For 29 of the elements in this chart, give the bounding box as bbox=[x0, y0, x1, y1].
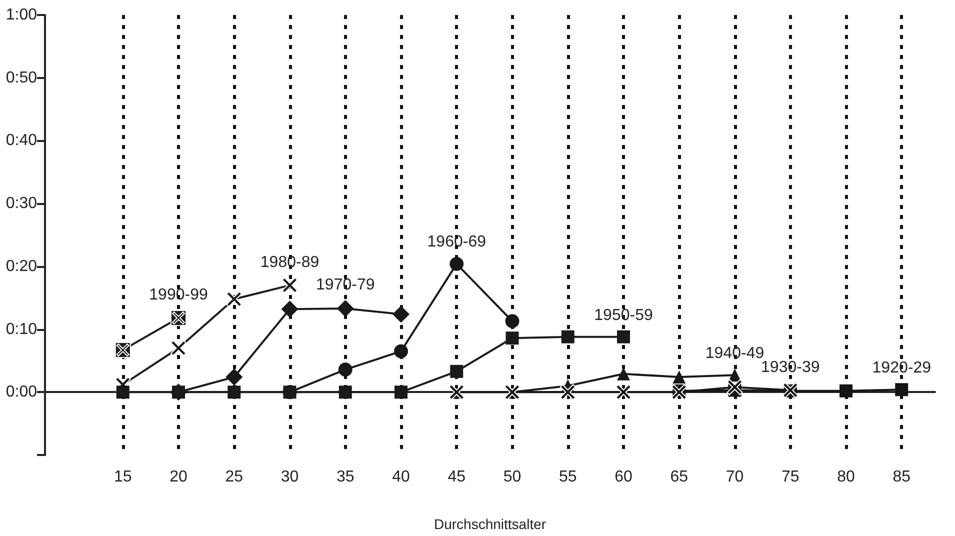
series-label: 1980-89 bbox=[260, 254, 320, 271]
x-tick-label: 25 bbox=[225, 468, 244, 486]
y-tick-label: 1:00 bbox=[6, 6, 38, 24]
x-tick-label: 40 bbox=[392, 468, 410, 486]
x-tick-label: 70 bbox=[726, 468, 744, 486]
x-tick-label: 20 bbox=[170, 468, 188, 486]
x-tick-label: 85 bbox=[892, 468, 911, 486]
series-label: 1960-69 bbox=[427, 233, 486, 250]
x-tick-label: 65 bbox=[670, 468, 688, 486]
x-tick-label: 50 bbox=[503, 468, 522, 486]
y-tick-label: 0:40 bbox=[6, 132, 38, 150]
x-tick-label: 75 bbox=[781, 468, 800, 486]
y-tick-label: 0:50 bbox=[6, 69, 38, 86]
y-tick-label: 0:30 bbox=[6, 195, 38, 212]
x-tick-label: 35 bbox=[336, 468, 354, 486]
y-tick-label: 0:00 bbox=[6, 384, 38, 401]
y-tick-label: 0:10 bbox=[6, 320, 38, 338]
series-label: 1970-79 bbox=[316, 276, 375, 294]
x-tick-label: 60 bbox=[614, 468, 632, 486]
x-tick-label: 80 bbox=[837, 468, 855, 486]
x-axis-title: Durchschnittsalter bbox=[434, 516, 546, 532]
x-tick-label: 15 bbox=[114, 468, 132, 486]
series-label: 1920-29 bbox=[872, 360, 932, 377]
y-tick-label: 0:20 bbox=[6, 258, 38, 275]
x-tick-label: 30 bbox=[280, 468, 299, 486]
x-tick-label: 55 bbox=[558, 468, 577, 486]
series-label: 1990-99 bbox=[149, 286, 208, 304]
series-label: 1950-59 bbox=[594, 306, 653, 324]
x-tick-label: 45 bbox=[448, 468, 466, 486]
